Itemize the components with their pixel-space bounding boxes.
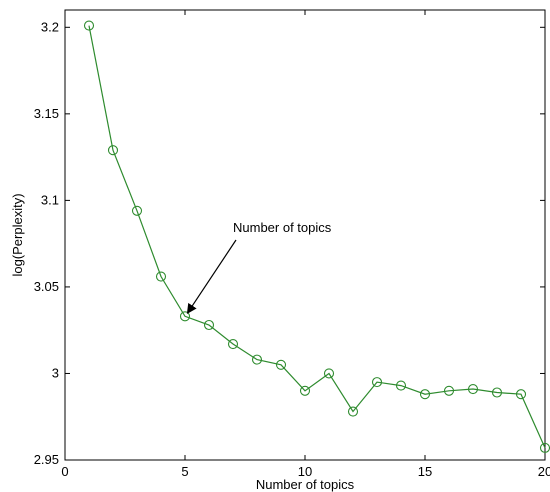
plot-frame	[64, 9, 546, 461]
x-axis-title: Number of topics	[256, 477, 355, 492]
x-tick-label: 20	[538, 464, 550, 479]
y-axis-title: log(Perplexity)	[10, 193, 25, 276]
data-point	[179, 311, 191, 322]
data-point	[299, 385, 311, 396]
data-point	[131, 205, 143, 216]
annotation-label: Number of topics	[233, 220, 332, 235]
data-point	[155, 271, 167, 282]
data-point	[443, 385, 455, 396]
data-point	[83, 20, 95, 31]
y-tick-label: 3.2	[41, 19, 59, 34]
data-point	[491, 387, 503, 398]
x-tick-label: 0	[61, 464, 68, 479]
annotation-arrow	[186, 239, 237, 315]
y-tick-label: 3	[52, 365, 59, 380]
x-tick-label: 15	[418, 464, 432, 479]
data-point	[371, 377, 383, 388]
data-point	[251, 354, 263, 365]
series-line	[88, 25, 546, 449]
x-tick-label: 5	[181, 464, 188, 479]
data-point	[419, 389, 431, 400]
data-point	[275, 359, 287, 370]
y-tick-label: 3.15	[34, 106, 59, 121]
data-point	[515, 389, 527, 400]
y-tick-label: 3.1	[41, 192, 59, 207]
y-tick-label: 3.05	[34, 279, 59, 294]
data-point	[107, 145, 119, 156]
y-tick-label: 2.95	[34, 452, 59, 467]
data-point	[323, 368, 335, 379]
data-point	[467, 383, 479, 395]
data-point	[227, 338, 239, 350]
data-point	[395, 380, 407, 391]
data-point	[347, 406, 359, 417]
x-tick-label: 10	[298, 464, 312, 479]
annotation: Number of topics	[186, 220, 332, 315]
x-axis-ticks: 0 5 10 15 20	[61, 10, 550, 479]
series-points	[83, 20, 550, 453]
y-axis-ticks: 2.95 3 3.05 3.1 3.15 3.2	[34, 19, 545, 467]
data-point	[203, 319, 215, 331]
